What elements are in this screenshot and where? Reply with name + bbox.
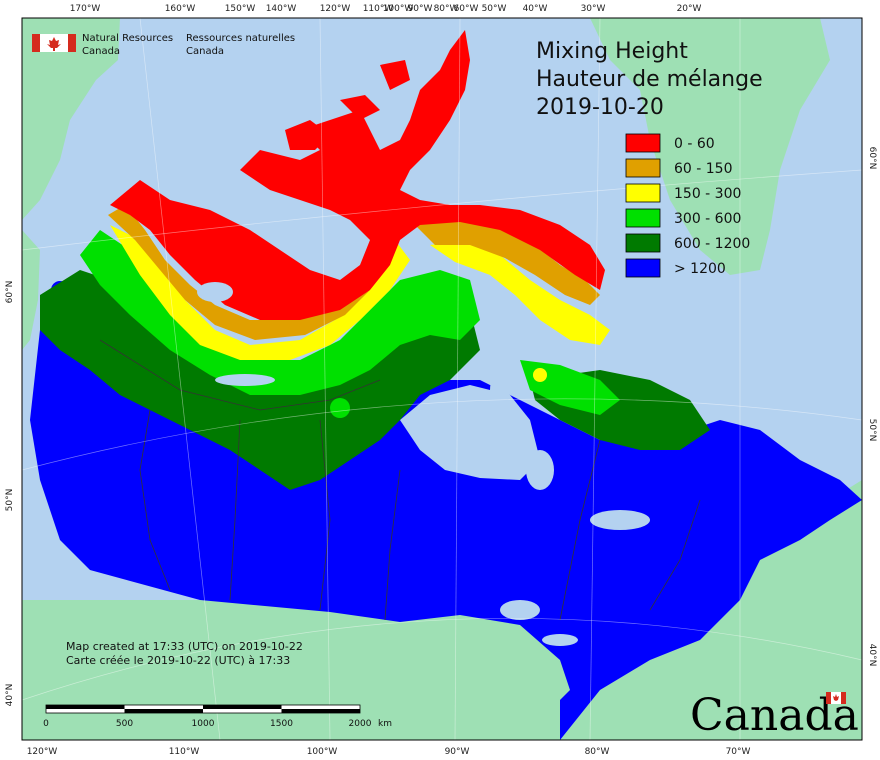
tick-label-bottom: 120°W — [27, 747, 58, 757]
scale-unit: km — [378, 719, 392, 729]
graticule-labels-right: 60°N 50°N 40°N — [867, 147, 877, 667]
tick-label-top: 80°W — [434, 4, 459, 14]
tick-label-left: 50°N — [5, 489, 15, 512]
legend-label: 300 - 600 — [674, 211, 741, 227]
creation-note-fr: Carte créée le 2019-10-22 (UTC) à 17:33 — [66, 654, 290, 667]
tick-label-top: 30°W — [581, 4, 606, 14]
tick-label-right: 40°N — [867, 644, 877, 667]
tick-label-top: 170°W — [70, 4, 101, 14]
wordmark-flag-icon — [826, 692, 846, 704]
region-150-300 — [110, 225, 610, 382]
tick-label-top: 50°W — [482, 4, 507, 14]
creation-note-en: Map created at 17:33 (UTC) on 2019-10-22 — [66, 640, 303, 653]
legend: 0 - 60 60 - 150 150 - 300 300 - 600 600 - 12… — [625, 133, 750, 278]
tick-label-bottom: 80°W — [585, 747, 610, 757]
graticule-labels-bottom: 120°W 110°W 100°W 90°W 80°W 70°W — [27, 747, 751, 757]
creation-note: Map created at 17:33 (UTC) on 2019-10-22… — [66, 640, 303, 667]
title-english: Mixing Height — [536, 39, 688, 64]
legend-label: 150 - 300 — [674, 186, 741, 202]
legend-swatch — [625, 183, 661, 203]
scale-tick-label: 500 — [116, 719, 133, 729]
region-0-60 — [110, 30, 605, 320]
legend-swatch — [625, 258, 661, 278]
scale-tick-label: 1000 — [192, 719, 215, 729]
scale-tick-label: 1500 — [270, 719, 293, 729]
map-frame — [21, 17, 863, 741]
tick-label-top: 90°W — [408, 4, 433, 14]
legend-label: > 1200 — [674, 261, 726, 277]
graticule — [21, 17, 863, 741]
legend-swatch — [625, 133, 661, 153]
tick-label-top: 120°W — [320, 4, 351, 14]
lakes — [197, 282, 650, 646]
graticule-labels-top: 170°W 160°W 150°W 140°W 120°W 110°W 100°… — [70, 4, 702, 14]
legend-swatch — [625, 158, 661, 178]
tick-label-right: 60°N — [867, 147, 877, 170]
agency-name-fr-line2: Canada — [186, 46, 224, 57]
legend-swatch — [625, 233, 661, 253]
graticule-labels-left: 60°N 50°N 40°N — [5, 281, 15, 707]
tick-label-bottom: 110°W — [169, 747, 200, 757]
tick-label-top: 160°W — [165, 4, 196, 14]
canada-flag-icon — [32, 34, 76, 52]
agency-signature: Natural Resources Canada Ressources natu… — [32, 33, 295, 57]
agency-name-en-line1: Natural Resources — [82, 33, 173, 44]
tick-label-right: 50°N — [867, 419, 877, 442]
tick-label-top: 20°W — [677, 4, 702, 14]
region-60-150 — [108, 205, 600, 340]
scale-tick-label: 2000 — [349, 719, 372, 729]
tick-label-top: 150°W — [225, 4, 256, 14]
tick-label-left: 60°N — [5, 281, 15, 304]
legend-label: 60 - 150 — [674, 161, 733, 177]
tick-label-top: 100°W — [383, 4, 414, 14]
tick-label-top: 140°W — [266, 4, 297, 14]
scale-tick-label: 0 — [43, 719, 49, 729]
map-title: Mixing Height Hauteur de mélange 2019-10… — [536, 39, 763, 120]
title-date: 2019-10-20 — [536, 95, 664, 120]
tick-label-bottom: 100°W — [307, 747, 338, 757]
legend-swatch — [625, 208, 661, 228]
agency-name-en-line2: Canada — [82, 46, 120, 57]
tick-label-top: 110°W — [363, 4, 394, 14]
legend-label: 600 - 1200 — [674, 236, 750, 252]
hudson-bay — [400, 385, 540, 480]
title-french: Hauteur de mélange — [536, 67, 763, 92]
tick-label-top: 40°W — [523, 4, 548, 14]
agency-name-fr-line1: Ressources naturelles — [186, 33, 295, 44]
province-boundaries — [99, 339, 701, 621]
legend-label: 0 - 60 — [674, 136, 715, 152]
tick-label-left: 40°N — [5, 684, 15, 707]
tick-label-bottom: 70°W — [726, 747, 751, 757]
canada-wordmark: Canada — [690, 690, 859, 741]
tick-label-top: 60°W — [454, 4, 479, 14]
scale-bar: 0 500 1000 1500 2000 km — [43, 704, 392, 729]
tick-label-bottom: 90°W — [445, 747, 470, 757]
